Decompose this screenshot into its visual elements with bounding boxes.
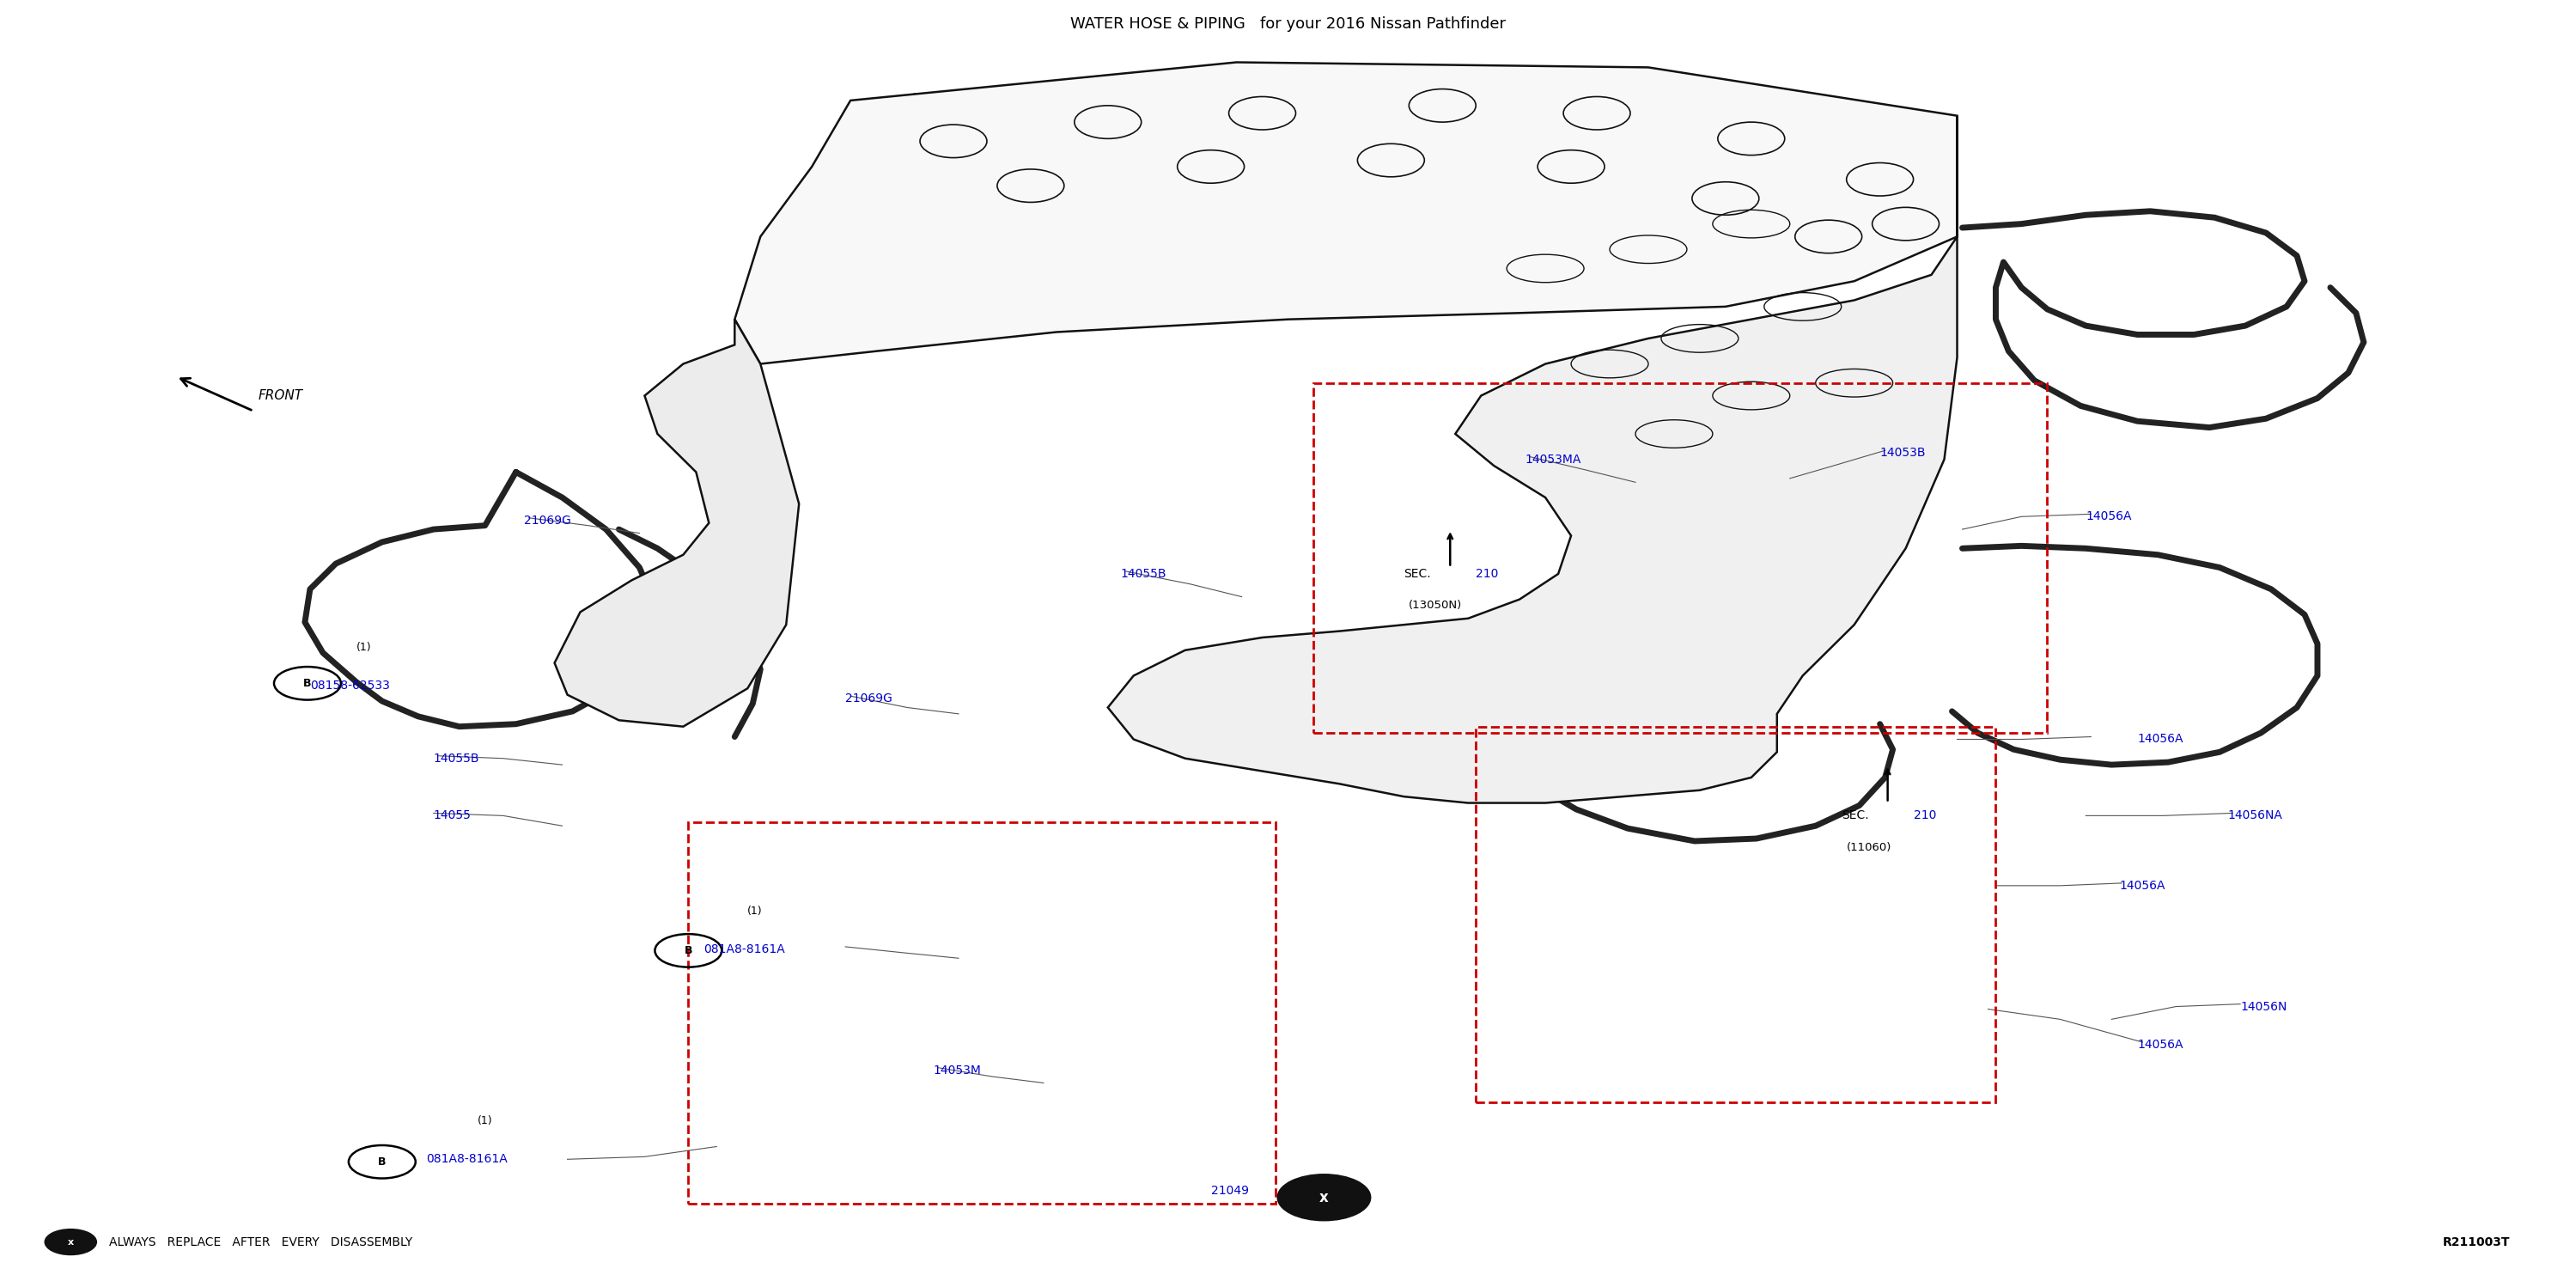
Polygon shape [1108, 116, 1958, 803]
Text: 14056A: 14056A [2138, 1039, 2184, 1051]
Circle shape [44, 1229, 95, 1255]
Text: (13050N): (13050N) [1409, 601, 1463, 611]
Text: 14053B: 14053B [1880, 448, 1927, 459]
Text: R211003T: R211003T [2442, 1235, 2512, 1248]
Text: 08158-62533: 08158-62533 [309, 680, 389, 692]
Text: 14056A: 14056A [2138, 733, 2184, 746]
Text: x: x [67, 1238, 75, 1246]
Text: 14055B: 14055B [433, 752, 479, 765]
Text: 14055B: 14055B [1121, 567, 1167, 580]
Text: WATER HOSE & PIPING   for your 2016 Nissan Pathfinder: WATER HOSE & PIPING for your 2016 Nissan… [1069, 17, 1507, 32]
Text: 210: 210 [1476, 567, 1499, 580]
Text: (1): (1) [477, 1116, 492, 1127]
Text: B: B [379, 1156, 386, 1168]
Text: (1): (1) [747, 905, 762, 917]
Text: 14055: 14055 [433, 810, 471, 821]
Text: 081A8-8161A: 081A8-8161A [703, 944, 786, 955]
Text: SEC.: SEC. [1842, 810, 1868, 821]
Text: x: x [1319, 1190, 1329, 1205]
Text: 081A8-8161A: 081A8-8161A [425, 1154, 507, 1165]
Text: (1): (1) [355, 643, 371, 653]
Text: SEC.: SEC. [1404, 567, 1432, 580]
Text: 21069G: 21069G [845, 692, 891, 705]
Text: (11060): (11060) [1847, 842, 1891, 853]
Polygon shape [554, 319, 799, 727]
Polygon shape [734, 62, 1958, 363]
Text: 21049: 21049 [1211, 1184, 1249, 1197]
Text: 210: 210 [1914, 810, 1937, 821]
Text: 14056A: 14056A [2120, 880, 2166, 891]
Text: B: B [685, 945, 693, 956]
Text: 14056N: 14056N [2241, 1001, 2287, 1012]
Text: ALWAYS   REPLACE   AFTER   EVERY   DISASSEMBLY: ALWAYS REPLACE AFTER EVERY DISASSEMBLY [108, 1235, 412, 1248]
Text: FRONT: FRONT [258, 389, 304, 402]
Text: 21069G: 21069G [523, 514, 572, 527]
Text: 14056NA: 14056NA [2228, 810, 2282, 821]
Text: 14053M: 14053M [933, 1065, 981, 1076]
Text: 14053MA: 14053MA [1525, 454, 1582, 465]
Circle shape [1278, 1174, 1370, 1220]
Text: B: B [304, 678, 312, 688]
Text: 14056A: 14056A [2087, 510, 2133, 523]
